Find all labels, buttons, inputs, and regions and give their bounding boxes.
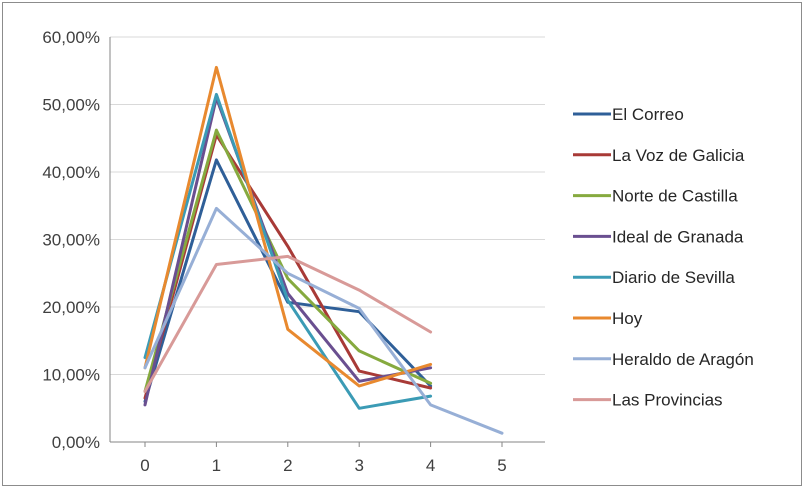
legend-item: Las Provincias — [573, 391, 723, 410]
legend-label: Norte de Castilla — [612, 187, 738, 206]
x-tick-label: 1 — [212, 456, 221, 475]
legend-item: Hoy — [573, 309, 643, 328]
legend-item: Norte de Castilla — [573, 187, 738, 206]
legend-label: El Correo — [612, 105, 684, 124]
x-tick-label: 4 — [426, 456, 435, 475]
x-tick-label: 5 — [497, 456, 506, 475]
legend-item: El Correo — [573, 105, 684, 124]
series-line-norte-de-castilla — [143, 128, 433, 393]
axes: 0,00% 10,00% 20,00% 30,00% 40,00% 50,00% 60,00… — [42, 28, 545, 475]
x-tick-label: 2 — [283, 456, 292, 475]
legend-label: Heraldo de Aragón — [612, 350, 754, 369]
legend-item: Ideal de Granada — [573, 227, 744, 246]
legend-label: Ideal de Granada — [612, 227, 744, 246]
legend-item: Heraldo de Aragón — [573, 350, 754, 369]
x-tick-label: 0 — [140, 456, 149, 475]
series-line-diario-de-sevilla — [143, 92, 433, 410]
series-lines — [143, 65, 504, 435]
y-tick-label: 50,00% — [42, 96, 100, 115]
legend-item: La Voz de Galicia — [573, 146, 745, 165]
series-line-la-voz-de-galicia — [143, 133, 433, 400]
y-tick-label: 60,00% — [42, 28, 100, 47]
x-tick-label: 3 — [354, 456, 363, 475]
legend-label: La Voz de Galicia — [612, 146, 745, 165]
legend-label: Las Provincias — [612, 391, 723, 410]
legend-item: Diario de Sevilla — [573, 268, 735, 287]
y-tick-label: 40,00% — [42, 163, 100, 182]
y-tick-label: 0,00% — [52, 433, 100, 452]
series-line-heraldo-de-arag-n — [143, 206, 504, 435]
y-tick-label: 20,00% — [42, 298, 100, 317]
series-line-hoy — [143, 65, 433, 388]
legend-label: Diario de Sevilla — [612, 268, 735, 287]
series-line-ideal-de-granada — [143, 96, 433, 407]
y-tick-label: 30,00% — [42, 231, 100, 250]
series-line-las-provincias — [143, 254, 433, 393]
legend: El Correo La Voz de Galicia Norte de Casti… — [573, 105, 754, 410]
y-tick-label: 10,00% — [42, 366, 100, 385]
legend-label: Hoy — [612, 309, 643, 328]
